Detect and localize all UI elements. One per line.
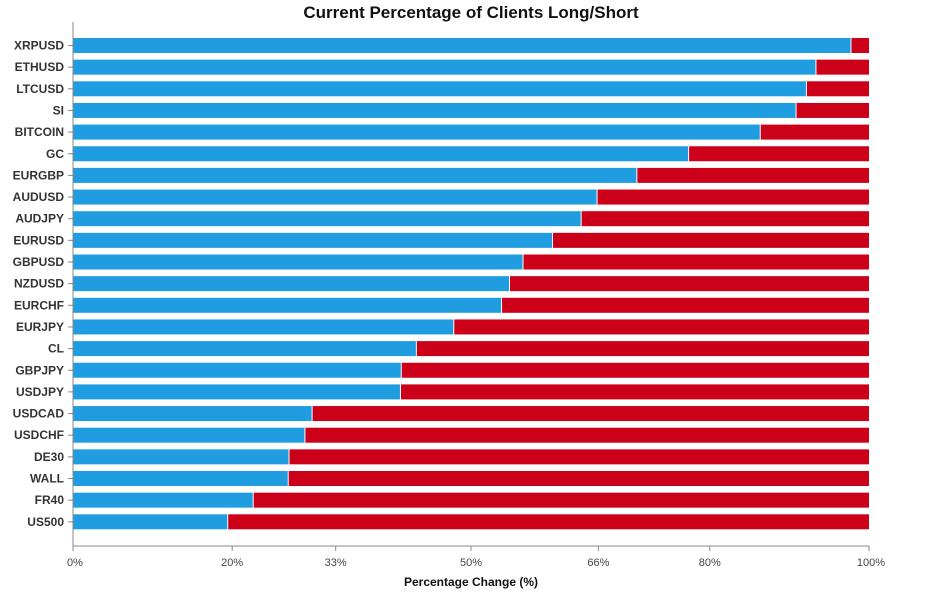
bar-eurgbp-segment-2 (637, 167, 869, 183)
bar-audjpy-segment-2 (581, 211, 869, 227)
bar-eurjpy-segment-2 (454, 319, 869, 335)
bar-audusd-segment-1 (73, 189, 597, 205)
bar-usdchf-segment-1 (73, 427, 305, 443)
bar-gbpjpy-segment-2 (401, 362, 869, 378)
bar-ethusd-segment-1 (73, 59, 816, 75)
bar-eurgbp-segment-1 (73, 167, 637, 183)
x-tick-label: 100% (857, 557, 885, 569)
bar-eurjpy-segment-1 (73, 319, 454, 335)
x-tick-label: 0% (67, 557, 83, 569)
y-tick-label: GC (46, 147, 64, 161)
x-tick-label: 66% (587, 557, 609, 569)
bar-nzdusd-segment-1 (73, 276, 509, 292)
chart-title: Current Percentage of Clients Long/Short (303, 3, 639, 22)
bar-audusd-segment-2 (597, 189, 869, 205)
bar-ltcusd-segment-2 (806, 81, 869, 97)
y-tick-label: AUDUSD (13, 190, 65, 204)
y-tick-label: GBPUSD (13, 255, 65, 269)
bar-de30-segment-1 (73, 449, 289, 465)
y-tick-label: SI (53, 103, 64, 117)
bar-us500-segment-1 (73, 514, 228, 530)
y-tick-label: ETHUSD (15, 60, 65, 74)
bar-fr40-segment-2 (253, 492, 869, 508)
bar-wall-segment-2 (288, 471, 870, 486)
bar-de30-segment-2 (289, 449, 869, 465)
bar-usdjpy-segment-2 (400, 384, 869, 400)
bar-xrpusd-segment-2 (851, 38, 869, 53)
bar-usdjpy-segment-1 (73, 384, 400, 400)
x-tick-label: 33% (325, 557, 347, 569)
y-tick-label: EURCHF (14, 298, 64, 312)
y-axis: XRPUSD ETHUSD LTCUSD SI BITCOIN GC EURGBP AUDUS… (13, 39, 73, 529)
bar-us500-segment-2 (228, 514, 870, 530)
y-tick-label: EURGBP (13, 168, 64, 182)
bar-wall-segment-1 (73, 471, 288, 486)
x-tick-label: 50% (460, 557, 482, 569)
y-tick-label: USDJPY (16, 385, 64, 399)
y-tick-label: WALL (30, 472, 64, 486)
bar-eurchf-segment-2 (502, 297, 869, 313)
bar-eurusd-segment-2 (552, 232, 869, 248)
x-tick-label: 20% (221, 557, 243, 569)
y-tick-label: GBPJPY (15, 363, 64, 377)
bar-cl-segment-2 (416, 341, 869, 357)
bar-bitcoin-segment-2 (760, 124, 869, 140)
y-tick-label: AUDJPY (15, 212, 64, 226)
bar-eurusd-segment-1 (73, 232, 552, 248)
y-tick-label: EURUSD (13, 233, 64, 247)
y-tick-label: EURJPY (16, 320, 64, 334)
y-tick-label: US500 (27, 515, 64, 529)
y-tick-label: BITCOIN (15, 125, 64, 139)
y-tick-label: XRPUSD (14, 39, 64, 53)
bar-ethusd-segment-2 (816, 59, 869, 75)
bar-nzdusd-segment-2 (510, 276, 869, 292)
bar-ltcusd-segment-1 (73, 81, 806, 97)
bar-gbpusd-segment-1 (73, 254, 523, 270)
bar-gc-segment-1 (73, 146, 689, 162)
y-tick-label: USDCAD (13, 407, 65, 421)
x-axis-label: Percentage Change (%) (404, 575, 538, 589)
y-tick-label: USDCHF (14, 428, 64, 442)
y-tick-label: CL (48, 342, 64, 356)
bar-gbpusd-segment-2 (523, 254, 869, 270)
bar-usdcad-segment-1 (73, 406, 312, 422)
y-tick-label: FR40 (35, 493, 65, 507)
bar-usdchf-segment-2 (305, 427, 869, 443)
bar-xrpusd-segment-1 (73, 38, 851, 53)
bar-gbpjpy-segment-1 (73, 362, 401, 378)
bar-si-segment-2 (796, 102, 869, 118)
bar-gc-segment-2 (689, 146, 869, 162)
y-tick-label: LTCUSD (16, 82, 64, 96)
y-tick-label: DE30 (34, 450, 64, 464)
bar-si-segment-1 (73, 102, 796, 118)
bar-fr40-segment-1 (73, 492, 253, 508)
x-tick-label: 80% (699, 557, 721, 569)
plot-area (73, 38, 870, 530)
x-axis: 0% 20% 33% 50% 66% 80% 100% (67, 546, 885, 569)
y-tick-label: NZDUSD (14, 277, 64, 291)
bar-usdcad-segment-2 (312, 406, 870, 422)
bar-eurchf-segment-1 (73, 297, 502, 313)
bar-cl-segment-1 (73, 341, 416, 357)
bar-audjpy-segment-1 (73, 211, 581, 227)
bar-bitcoin-segment-1 (73, 124, 760, 140)
